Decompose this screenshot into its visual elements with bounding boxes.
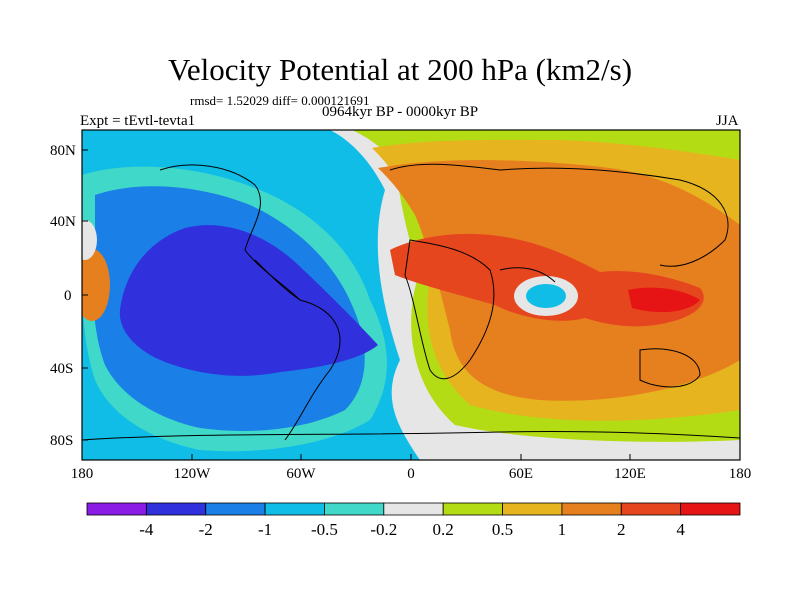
colorbar-swatch [383,502,444,516]
time-period-label: 0964kyr BP - 0000kyr BP [322,104,479,120]
dateline-positive-blob [82,249,110,321]
contour-band-neg-2 [119,225,378,376]
contour-field [82,130,740,460]
y-tick-label: 0 [64,288,72,304]
colorbar-swatch [442,502,503,516]
colorbar-swatch [502,502,563,516]
colorbar-tick-label: -2 [198,520,213,539]
colorbar-swatch [205,502,266,516]
colorbar-tick-label: -1 [257,520,273,539]
axis-ticks [81,149,741,460]
x-tick-label: 120E [614,466,646,482]
colorbar-tick-label: -0.5 [310,520,338,539]
x-tick-label: 120W [173,466,211,482]
colorbar-swatch [324,502,385,516]
x-tick-label: 180 [728,466,752,482]
x-tick-label: 0 [407,466,415,482]
y-tick-label: 80S [50,433,74,449]
colorbar-tick-label: 2 [617,520,626,539]
colorbar-swatch [680,502,741,516]
rmsd-diff-stats: rmsd= 1.52029 diff= 0.000121691 [190,93,370,108]
colorbar-swatch [620,502,682,516]
x-tick-label: 180 [70,466,94,482]
colorbar-tick-label: 0.2 [432,520,454,539]
colorbar-tick-label: -4 [139,520,154,539]
x-tick-label: 60E [508,466,534,482]
colorbar-tick-label: 4 [676,520,685,539]
indian-ocean-low-core [526,284,566,308]
colorbar-swatch [145,502,207,516]
colorbar-tick-label: 1 [557,520,567,539]
colorbar-swatch [561,502,622,516]
colorbar [86,502,741,516]
colorbar-tick-label: 0.5 [491,520,514,539]
colorbar-tick-label: -0.2 [370,520,398,539]
coastlines [82,163,740,441]
experiment-label: Expt = tEvtl-tevta1 [80,113,196,129]
colorbar-swatch [86,502,147,516]
map-title: Velocity Potential at 200 hPa (km2/s) [167,52,633,87]
contour-band-4 [628,287,700,313]
season-label: JJA [716,113,739,129]
colorbar-swatch [264,502,325,516]
y-tick-label: 40N [50,214,76,230]
y-tick-label: 80N [50,143,76,159]
x-tick-label: 60W [286,466,316,482]
y-tick-label: 40S [50,361,74,377]
